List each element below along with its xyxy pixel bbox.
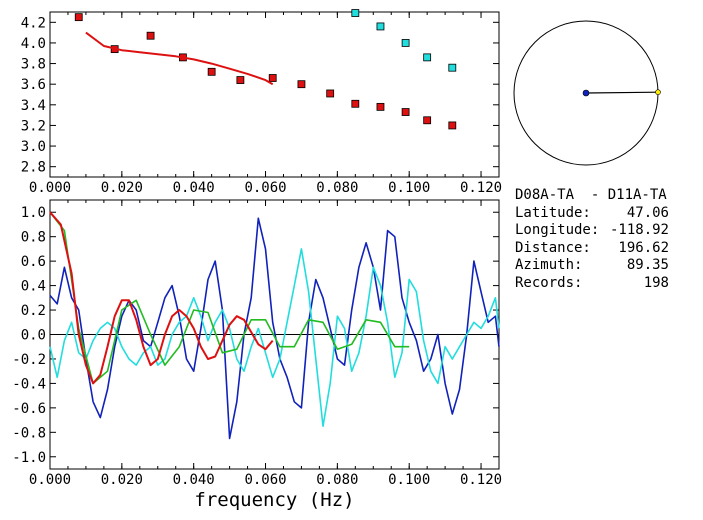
y-tick-label: 2.8 bbox=[21, 160, 46, 176]
data-point bbox=[423, 53, 432, 62]
x-tick-label: 0.120 bbox=[460, 180, 502, 196]
series-line-2 bbox=[85, 31, 274, 86]
longitude-value: -118.92 bbox=[609, 222, 669, 239]
distance-value: 196.62 bbox=[618, 239, 669, 256]
latitude-label: Latitude: bbox=[515, 204, 591, 221]
azimuth-line bbox=[585, 91, 659, 94]
data-point bbox=[448, 121, 457, 130]
velocity-frame bbox=[49, 11, 500, 178]
y-tick-label: 4.0 bbox=[21, 36, 46, 52]
distance-row: Distance: 196.62 bbox=[515, 240, 700, 258]
y-tick-label: -0.8 bbox=[12, 425, 46, 441]
data-point bbox=[376, 22, 385, 31]
series-line-1 bbox=[49, 248, 500, 427]
y-tick-label: -0.4 bbox=[12, 376, 46, 392]
data-point bbox=[351, 9, 360, 17]
data-point bbox=[297, 80, 306, 89]
x-tick-label: 0.020 bbox=[101, 180, 143, 196]
x-tick-label: 0.040 bbox=[173, 180, 215, 196]
latitude-row: Latitude: 47.06 bbox=[515, 205, 700, 223]
data-point bbox=[423, 116, 432, 125]
longitude-label: Longitude: bbox=[515, 222, 600, 239]
x-tick-label: 0.040 bbox=[173, 472, 215, 488]
x-tick-label: 0.080 bbox=[316, 180, 358, 196]
x-tick-label: 0.100 bbox=[388, 472, 430, 488]
x-axis-label: frequency (Hz) bbox=[194, 489, 354, 511]
x-tick-label: 0.080 bbox=[316, 472, 358, 488]
records-row: Records: 198 bbox=[515, 275, 700, 293]
y-tick-label: 3.6 bbox=[21, 77, 46, 93]
records-value: 198 bbox=[643, 274, 669, 291]
x-tick-label: 0.060 bbox=[244, 180, 286, 196]
correlation-plot: 0.000 0.020 0.040 0.060 0.080 0.100 0.120 1.0 0.… bbox=[12, 199, 502, 511]
data-point bbox=[268, 74, 277, 82]
y-tick-label: 0.2 bbox=[21, 303, 46, 319]
origin-marker bbox=[582, 89, 590, 97]
series-line-3 bbox=[49, 211, 274, 385]
data-point bbox=[448, 63, 457, 72]
y-tick-label: 0.6 bbox=[21, 254, 46, 270]
y-tick-label: 1.0 bbox=[21, 205, 46, 221]
data-point bbox=[236, 76, 245, 84]
data-point bbox=[351, 99, 360, 108]
x-tick-label: 0.000 bbox=[29, 472, 71, 488]
x-tick-label: 0.060 bbox=[244, 472, 286, 488]
azimuth-dial bbox=[513, 20, 661, 166]
y-tick-label: 0.8 bbox=[21, 230, 46, 246]
y-tick-label: -0.2 bbox=[12, 352, 46, 368]
y-tick-label: -0.6 bbox=[12, 401, 46, 417]
x-tick-label: 0.000 bbox=[29, 180, 71, 196]
series-line-2 bbox=[49, 211, 410, 385]
records-label: Records: bbox=[515, 274, 583, 291]
y-tick-label: 3.8 bbox=[21, 57, 46, 73]
y-tick-label: 0.4 bbox=[21, 279, 46, 295]
y-tick-label: -1.0 bbox=[12, 450, 46, 466]
target-marker bbox=[655, 89, 661, 95]
data-point bbox=[207, 67, 216, 76]
distance-label: Distance: bbox=[515, 239, 591, 256]
latitude-value: 47.06 bbox=[626, 204, 669, 221]
data-point bbox=[401, 39, 410, 47]
y-tick-label: 4.2 bbox=[21, 15, 46, 31]
station-pair-title: D08A-TA - D11A-TA bbox=[515, 187, 667, 203]
data-point bbox=[401, 108, 410, 116]
data-point bbox=[74, 13, 83, 22]
y-tick-label: 3.4 bbox=[21, 98, 46, 114]
y-tick-label: 0.0 bbox=[21, 328, 46, 344]
azimuth-row: Azimuth: 89.35 bbox=[515, 257, 700, 275]
azimuth-label: Azimuth: bbox=[515, 257, 583, 274]
data-point bbox=[326, 89, 335, 98]
x-tick-label: 0.100 bbox=[388, 180, 430, 196]
x-tick-label: 0.120 bbox=[460, 472, 502, 488]
velocity-plot: 0.000 0.020 0.040 0.060 0.080 0.100 0.120 2.8 3.… bbox=[21, 9, 502, 196]
data-point bbox=[376, 102, 385, 111]
longitude-row: Longitude: -118.92 bbox=[515, 222, 700, 240]
x-tick-label: 0.020 bbox=[101, 472, 143, 488]
data-point bbox=[146, 31, 155, 40]
azimuth-value: 89.35 bbox=[626, 257, 669, 274]
y-tick-label: 3.2 bbox=[21, 118, 46, 134]
station-info: D08A-TA - D11A-TA Latitude: 47.06 Longit… bbox=[515, 187, 700, 293]
y-tick-label: 3.0 bbox=[21, 139, 46, 155]
